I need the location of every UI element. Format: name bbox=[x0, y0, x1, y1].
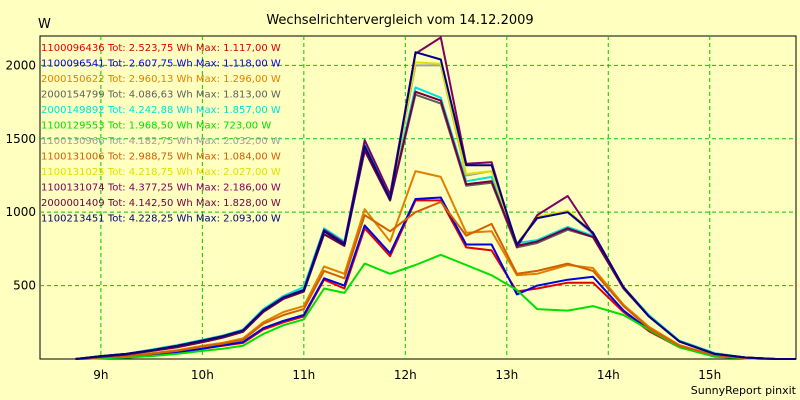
legend-entry: 2000001409 Tot: 4.142,50 Wh Max: 1.828,0… bbox=[41, 198, 281, 209]
legend-series-stats: Tot: 2.988,75 Wh Max: 1.084,00 W bbox=[107, 152, 281, 163]
legend-series-name: 1100131074 bbox=[41, 183, 108, 194]
legend-series-name: 1100129553 bbox=[41, 121, 108, 132]
legend-series-name: 1100130966 bbox=[41, 136, 108, 147]
x-tick-label: 10h bbox=[191, 368, 214, 382]
x-tick-label: 14h bbox=[597, 368, 620, 382]
legend-series-name: 1100131025 bbox=[41, 167, 108, 178]
legend-series-stats: Tot: 4.182,75 Wh Max: 2.032,00 W bbox=[107, 136, 281, 147]
legend-entry: 1100131074 Tot: 4.377,25 Wh Max: 2.186,0… bbox=[41, 183, 281, 194]
legend-series-stats: Tot: 2.607,75 Wh Max: 1.118,00 W bbox=[107, 59, 281, 70]
legend-series-name: 2000150622 bbox=[41, 74, 108, 85]
series-line-1100129553 bbox=[75, 253, 796, 360]
legend-entry: 2000150622 Tot: 2.960,13 Wh Max: 1.296,0… bbox=[41, 74, 281, 85]
y-tick-label: 2000 bbox=[5, 58, 36, 72]
legend-entry: 1100096541 Tot: 2.607,75 Wh Max: 1.118,0… bbox=[41, 59, 281, 70]
legend-series-name: 1100096436 bbox=[41, 43, 108, 54]
x-tick-label: 15h bbox=[698, 368, 721, 382]
legend-series-name: 1100131006 bbox=[41, 152, 108, 163]
series-lines bbox=[75, 36, 796, 360]
legend-series-stats: Tot: 4.218,75 Wh Max: 2.027,00 W bbox=[107, 167, 281, 178]
y-tick-label: 500 bbox=[13, 279, 36, 293]
legend-entry: 1100130966 Tot: 4.182,75 Wh Max: 2.032,0… bbox=[41, 136, 281, 147]
y-axis-ticks: 500 1000 1500 2000 bbox=[5, 58, 36, 292]
legend-series-stats: Tot: 2.523,75 Wh Max: 1.117,00 W bbox=[107, 43, 281, 54]
x-tick-label: 13h bbox=[495, 368, 518, 382]
legend-series-stats: Tot: 4.377,25 Wh Max: 2.186,00 W bbox=[107, 183, 281, 194]
chart-title: Wechselrichtervergleich vom 14.12.2009 bbox=[266, 13, 533, 28]
series-line-1100213451 bbox=[75, 51, 796, 360]
legend-entry: 2000149892 Tot: 4.242,88 Wh Max: 1.857,0… bbox=[41, 105, 281, 116]
x-tick-label: 12h bbox=[394, 368, 417, 382]
legend-entry: 1100131006 Tot: 2.988,75 Wh Max: 1.084,0… bbox=[41, 152, 281, 163]
legend-series-stats: Tot: 4.142,50 Wh Max: 1.828,00 W bbox=[107, 198, 281, 209]
series-line-1100131006 bbox=[75, 200, 796, 360]
x-tick-label: 11h bbox=[292, 368, 315, 382]
y-tick-label: 1000 bbox=[5, 205, 36, 219]
legend-series-name: 2000001409 bbox=[41, 198, 108, 209]
x-axis-ticks: 9h 10h 11h 12h 13h 14h 15h bbox=[93, 368, 721, 382]
legend-series-stats: Tot: 4.086,63 Wh Max: 1.813,00 W bbox=[107, 90, 281, 101]
legend-series-stats: Tot: 4.242,88 Wh Max: 1.857,00 W bbox=[107, 105, 281, 116]
legend-entry: 2000154799 Tot: 4.086,63 Wh Max: 1.813,0… bbox=[41, 90, 281, 101]
legend-series-name: 1100213451 bbox=[41, 214, 108, 225]
y-axis-label: W bbox=[38, 17, 51, 32]
legend-series-stats: Tot: 4.228,25 Wh Max: 2.093,00 W bbox=[107, 214, 281, 225]
legend-series-name: 1100096541 bbox=[41, 59, 108, 70]
x-tick-label: 9h bbox=[93, 368, 108, 382]
footer-credit: SunnyReport pinxit bbox=[691, 384, 797, 397]
legend-entry: 1100213451 Tot: 4.228,25 Wh Max: 2.093,0… bbox=[41, 214, 281, 225]
legend-series-name: 2000149892 bbox=[41, 105, 108, 116]
legend-series-name: 2000154799 bbox=[41, 90, 108, 101]
legend: 1100096436 Tot: 2.523,75 Wh Max: 1.117,0… bbox=[41, 43, 281, 225]
legend-entry: 1100096436 Tot: 2.523,75 Wh Max: 1.117,0… bbox=[41, 43, 281, 54]
legend-entry: 1100131025 Tot: 4.218,75 Wh Max: 2.027,0… bbox=[41, 167, 281, 178]
legend-entry: 1100129553 Tot: 1.968,50 Wh Max: 723,00 … bbox=[41, 121, 271, 132]
y-tick-label: 1500 bbox=[5, 132, 36, 146]
legend-series-stats: Tot: 2.960,13 Wh Max: 1.296,00 W bbox=[107, 74, 281, 85]
legend-series-stats: Tot: 1.968,50 Wh Max: 723,00 W bbox=[107, 121, 272, 132]
plot-area bbox=[39, 35, 797, 360]
